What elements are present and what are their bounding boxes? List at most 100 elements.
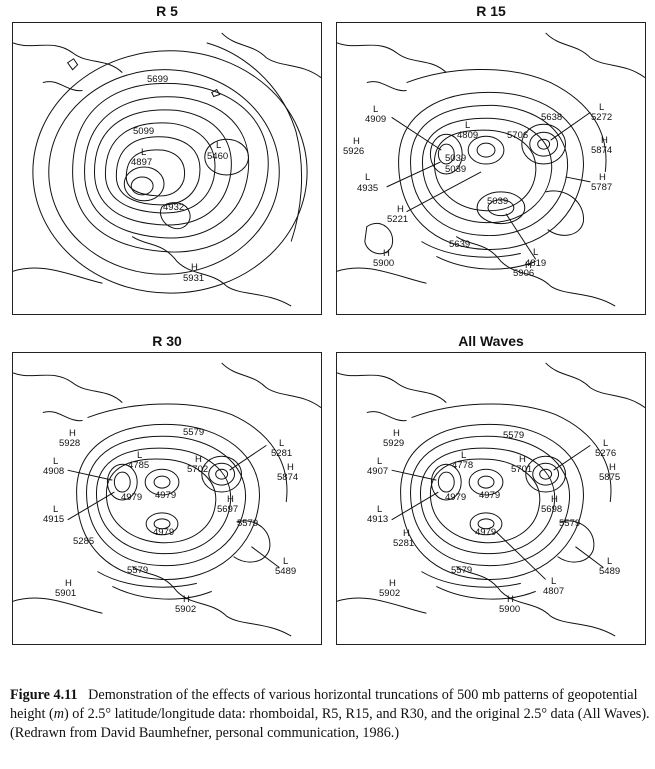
contour-label: 5706	[507, 130, 529, 141]
high-value: 5875	[599, 472, 621, 483]
low-value: 5489	[275, 566, 297, 577]
low-marker: L	[53, 504, 59, 515]
high-marker: H	[507, 594, 514, 605]
high-marker: H	[183, 594, 190, 605]
low-value: 4909	[365, 114, 387, 125]
low-marker: L	[607, 556, 613, 567]
low-value: 5460	[207, 151, 229, 162]
contour-label: 5039	[487, 196, 509, 207]
high-marker: H	[519, 454, 526, 465]
high-marker: H	[609, 462, 616, 473]
low-marker: L	[377, 504, 383, 515]
high-marker: H	[195, 454, 202, 465]
high-value: 5931	[183, 273, 205, 284]
high-value: 5929	[383, 438, 405, 449]
contour-label: 4979	[153, 527, 175, 538]
figure-caption: Figure 4.11 Demonstration of the effects…	[10, 686, 650, 743]
high-marker: H	[393, 428, 400, 439]
contour-label: 5579	[451, 565, 473, 576]
low-marker: L	[53, 456, 59, 467]
low-value: 4785	[128, 460, 150, 471]
low-marker: L	[533, 247, 539, 258]
low-value: 4935	[357, 183, 379, 194]
high-marker: H	[287, 462, 294, 473]
contour-label: 4979	[121, 492, 143, 503]
low-value: 4809	[457, 130, 479, 141]
high-value: 5928	[59, 438, 81, 449]
low-marker: L	[599, 102, 605, 113]
high-value: 5221	[387, 214, 409, 225]
high-marker: H	[403, 528, 410, 539]
high-value: 5902	[379, 588, 401, 599]
low-value: 4897	[131, 157, 153, 168]
high-value: 5901	[55, 588, 77, 599]
contour-label: 5639	[449, 239, 471, 250]
high-marker: H	[191, 262, 198, 273]
low-value: 5272	[591, 112, 613, 123]
low-marker: L	[603, 438, 609, 449]
high-value: 5906	[513, 268, 535, 279]
high-marker: H	[69, 428, 76, 439]
low-marker: L	[373, 104, 379, 115]
high-marker: H	[353, 136, 360, 147]
low-value: 5281	[271, 448, 293, 459]
high-marker: H	[525, 260, 532, 271]
panel-title-all-waves: All Waves	[458, 333, 524, 349]
high-marker: H	[599, 172, 606, 183]
contour-label: 5699	[147, 74, 169, 85]
map-panel-r15: L 4909 H 5926 L 4809 5706 5638 L 5272 H …	[336, 22, 646, 315]
high-marker: H	[227, 494, 234, 505]
high-value: 5902	[175, 604, 197, 615]
contour-label: 5638	[541, 112, 563, 123]
high-value: 5787	[591, 182, 613, 193]
high-marker: H	[551, 494, 558, 505]
low-value: 4907	[367, 466, 389, 477]
high-marker: H	[389, 578, 396, 589]
contour-label: 4979	[475, 527, 497, 538]
high-marker: H	[383, 248, 390, 259]
map-panel-r30: H 5928 5579 L 4785 H 5702 L 5281 L 4908 …	[12, 352, 322, 645]
map-panel-r5: 5699 5099 L 4897 L 5460 4932 H 5931	[12, 22, 322, 315]
contour-label: 4979	[445, 492, 467, 503]
low-marker: L	[141, 147, 147, 158]
contour-map-r5	[13, 32, 321, 307]
contour-map-r15	[337, 32, 645, 307]
high-value: 5874	[591, 145, 613, 156]
panel-title-r15: R 15	[476, 3, 506, 19]
contour-label: 5579	[559, 518, 581, 529]
low-marker: L	[461, 450, 467, 461]
contour-label: 4979	[479, 490, 501, 501]
low-marker: L	[377, 456, 383, 467]
low-marker: L	[283, 556, 289, 567]
contour-label: 5579	[237, 518, 259, 529]
low-value: 5489	[599, 566, 621, 577]
high-value: 5926	[343, 146, 365, 157]
high-marker: H	[601, 135, 608, 146]
contour-map-all-waves	[337, 362, 645, 637]
contour-label: 5039	[445, 153, 467, 164]
high-value: 5697	[217, 504, 239, 515]
low-value: 5276	[595, 448, 617, 459]
panel-title-r30: R 30	[152, 333, 182, 349]
caption-text-part-2: ) of 2.5° latitude/longitude data: rhomb…	[10, 706, 650, 741]
contour-label: 5579	[183, 427, 205, 438]
high-value: 5698	[541, 504, 563, 515]
contour-label: 5039	[445, 164, 467, 175]
map-panel-all-waves: H 5929 5579 L 4778 H 5701 L 5276 L 4907 …	[336, 352, 646, 645]
low-marker: L	[551, 576, 557, 587]
low-marker: L	[365, 172, 371, 183]
high-value: 5701	[511, 464, 533, 475]
low-value: 4778	[452, 460, 474, 471]
low-value: 4913	[367, 514, 389, 525]
low-marker: L	[465, 120, 471, 131]
high-marker: H	[397, 204, 404, 215]
low-value: 4807	[543, 586, 565, 597]
high-value: 5900	[373, 258, 395, 269]
contour-label: 5099	[133, 126, 155, 137]
contour-label: 4979	[155, 490, 177, 501]
high-value: 5900	[499, 604, 521, 615]
contour-map-r30	[13, 362, 321, 637]
high-value: 5281	[393, 538, 415, 549]
high-marker: H	[65, 578, 72, 589]
low-value: 4908	[43, 466, 65, 477]
